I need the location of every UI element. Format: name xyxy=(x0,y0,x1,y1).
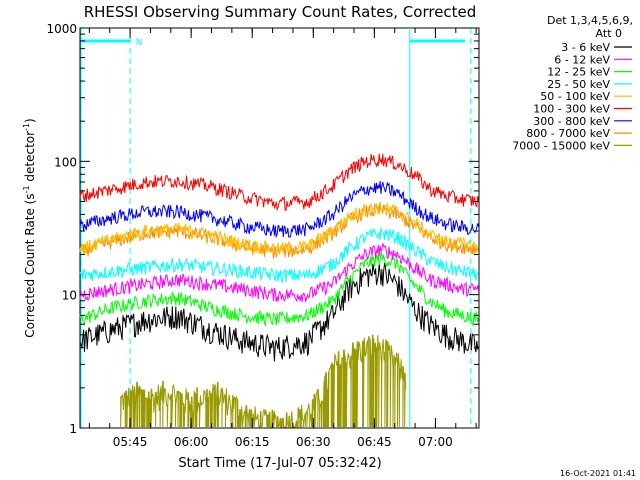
x-tick-label: 07:00 xyxy=(418,435,453,449)
legend-label: 3 - 6 keV xyxy=(561,41,610,54)
series-line-8 xyxy=(120,334,407,429)
y-axis-label: Corrected Count Rate (s-1 detector-1) xyxy=(22,118,37,337)
y-axis-label-end: ) xyxy=(23,118,37,123)
flag-bar-label: N xyxy=(136,38,143,48)
overlay-layer: N xyxy=(80,28,472,428)
x-tick-label: 06:30 xyxy=(296,435,331,449)
y-axis-label-mid: detector xyxy=(23,131,37,186)
legend-label: 25 - 50 keV xyxy=(547,78,610,91)
series-line-2 xyxy=(79,251,480,328)
series-layer xyxy=(79,153,480,429)
y-tick-label: 100 xyxy=(54,155,77,169)
y-tick-label: 10 xyxy=(62,289,77,303)
series-line-6 xyxy=(79,180,480,239)
footer-timestamp: 16-Oct-2021 01:41 xyxy=(560,469,636,478)
legend-label: 6 - 12 keV xyxy=(554,53,610,66)
legend-label: 7000 - 15000 keV xyxy=(512,139,610,152)
x-tick-label: 05:45 xyxy=(113,435,148,449)
x-tick-label: 06:00 xyxy=(174,435,209,449)
y-tick-label: 1 xyxy=(69,422,77,436)
series-line-3 xyxy=(79,227,480,284)
y-axis-label-main: Corrected Count Rate (s xyxy=(23,193,37,337)
series-line-4 xyxy=(79,201,479,255)
legend-header-line2: Att 0 xyxy=(596,27,622,40)
x-axis-label: Start Time (17-Jul-07 05:32:42) xyxy=(178,456,381,471)
legend-label: 50 - 100 keV xyxy=(540,90,610,103)
x-tick-label: 06:15 xyxy=(235,435,270,449)
series-line-5 xyxy=(79,153,480,212)
chart-title: RHESSI Observing Summary Count Rates, Co… xyxy=(84,3,477,21)
series-line-1 xyxy=(79,243,480,303)
series-line-0 xyxy=(79,262,480,362)
y-tick-label: 1000 xyxy=(46,22,77,36)
legend-label: 100 - 300 keV xyxy=(533,103,610,116)
y-axis-label-sup1: -1 xyxy=(22,185,31,193)
legend-label: 300 - 800 keV xyxy=(533,115,610,128)
legend-label: 800 - 7000 keV xyxy=(526,127,610,140)
axis-layer: 1 10 100 1000 05:45 06:00 06:15 06:30 06:45 07:00 xyxy=(46,22,479,449)
legend-label: 12 - 25 keV xyxy=(547,66,610,79)
plot-area: N 1 10 100 1000 05:45 06:00 06:15 06:30 06:45 07:… xyxy=(46,22,480,449)
x-tick-label: 06:45 xyxy=(357,435,392,449)
legend-header-line1: Det 1,3,4,5,6,9, xyxy=(547,14,633,27)
y-axis-label-sup2: -1 xyxy=(22,123,31,131)
